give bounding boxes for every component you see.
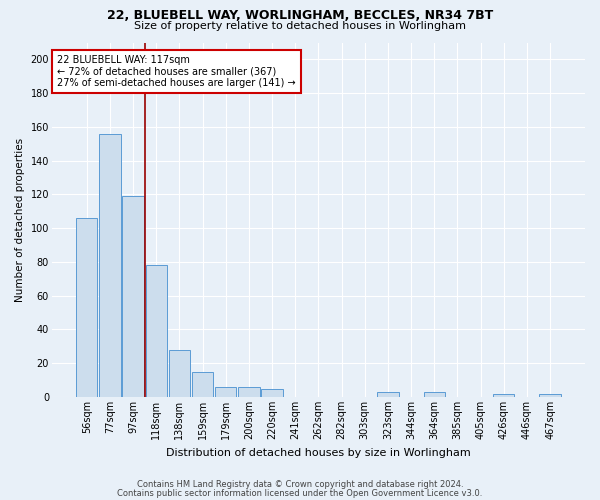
X-axis label: Distribution of detached houses by size in Worlingham: Distribution of detached houses by size … xyxy=(166,448,471,458)
Text: 22, BLUEBELL WAY, WORLINGHAM, BECCLES, NR34 7BT: 22, BLUEBELL WAY, WORLINGHAM, BECCLES, N… xyxy=(107,9,493,22)
Bar xyxy=(192,372,213,397)
Bar xyxy=(493,394,514,397)
Bar xyxy=(122,196,144,397)
Bar xyxy=(262,388,283,397)
Text: Contains public sector information licensed under the Open Government Licence v3: Contains public sector information licen… xyxy=(118,489,482,498)
Text: Contains HM Land Registry data © Crown copyright and database right 2024.: Contains HM Land Registry data © Crown c… xyxy=(137,480,463,489)
Bar xyxy=(146,266,167,397)
Bar xyxy=(215,387,236,397)
Bar xyxy=(377,392,398,397)
Text: 22 BLUEBELL WAY: 117sqm
← 72% of detached houses are smaller (367)
27% of semi-d: 22 BLUEBELL WAY: 117sqm ← 72% of detache… xyxy=(57,55,296,88)
Text: Size of property relative to detached houses in Worlingham: Size of property relative to detached ho… xyxy=(134,21,466,31)
Bar xyxy=(169,350,190,397)
Bar xyxy=(238,387,260,397)
Bar xyxy=(539,394,561,397)
Y-axis label: Number of detached properties: Number of detached properties xyxy=(15,138,25,302)
Bar xyxy=(99,134,121,397)
Bar xyxy=(76,218,97,397)
Bar xyxy=(424,392,445,397)
